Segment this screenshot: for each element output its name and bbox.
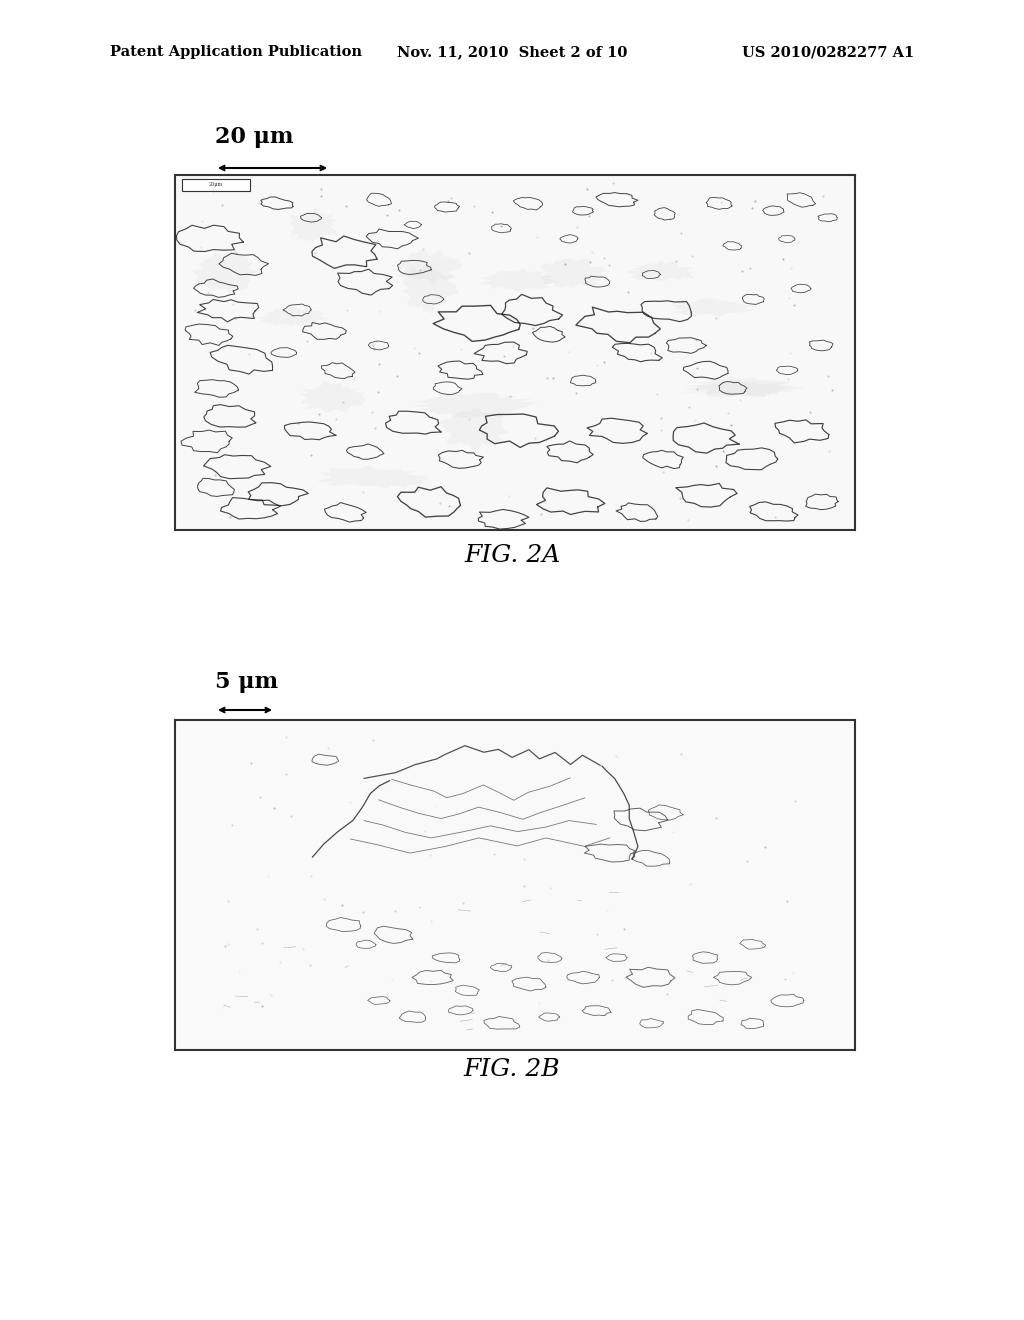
Polygon shape — [191, 249, 259, 294]
Text: 20 μm: 20 μm — [215, 125, 294, 148]
Polygon shape — [401, 265, 459, 314]
Polygon shape — [316, 466, 430, 488]
Polygon shape — [438, 409, 510, 450]
Polygon shape — [626, 261, 699, 281]
Text: FIG. 2A: FIG. 2A — [464, 544, 560, 566]
Text: Nov. 11, 2010  Sheet 2 of 10: Nov. 11, 2010 Sheet 2 of 10 — [397, 45, 627, 59]
Text: Patent Application Publication: Patent Application Publication — [110, 45, 362, 59]
Polygon shape — [257, 306, 327, 326]
Polygon shape — [477, 269, 560, 292]
Polygon shape — [395, 249, 463, 284]
Polygon shape — [540, 257, 608, 289]
Polygon shape — [290, 207, 337, 242]
Polygon shape — [412, 393, 540, 418]
Text: 20μm: 20μm — [209, 182, 223, 187]
Text: FIG. 2B: FIG. 2B — [464, 1059, 560, 1081]
Bar — [182, 178, 250, 191]
Text: 5 μm: 5 μm — [215, 671, 279, 693]
Polygon shape — [688, 376, 796, 396]
Polygon shape — [680, 380, 805, 397]
Polygon shape — [670, 298, 758, 317]
Polygon shape — [300, 380, 366, 413]
Text: US 2010/0282277 A1: US 2010/0282277 A1 — [741, 45, 914, 59]
